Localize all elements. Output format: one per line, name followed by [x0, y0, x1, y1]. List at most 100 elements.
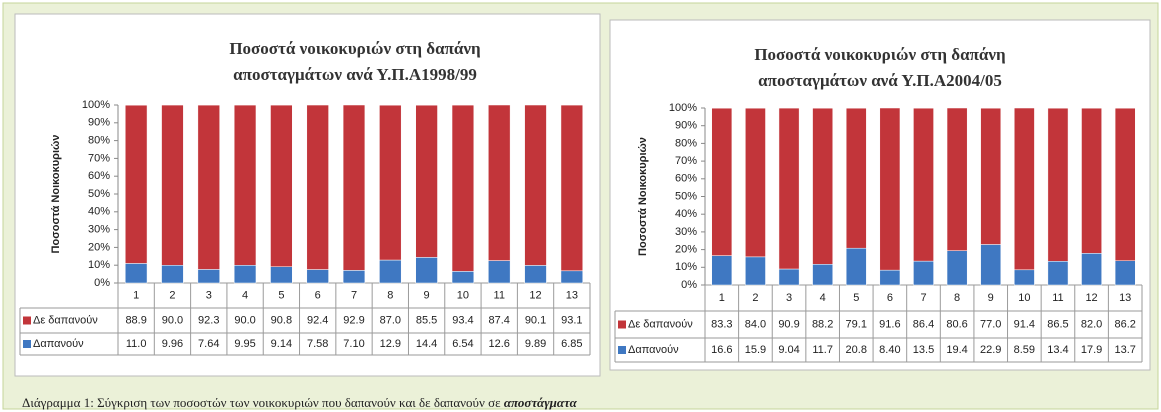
bar-segment — [379, 259, 402, 284]
x-tick-label: 6 — [887, 292, 893, 304]
data-label: 87.4 — [489, 314, 510, 326]
bar-segment — [879, 269, 901, 286]
data-label: 86.2 — [1114, 318, 1135, 330]
data-label: 13.7 — [1114, 344, 1135, 356]
x-tick-label: 3 — [786, 292, 792, 304]
bar-segment — [913, 107, 934, 262]
data-label: 90.0 — [234, 314, 255, 326]
y-tick-label: 60% — [88, 170, 110, 182]
y-tick-label: 60% — [675, 173, 697, 185]
bar-segment — [1047, 107, 1069, 262]
data-label: 12.6 — [489, 338, 510, 350]
y-tick-label: 90% — [675, 120, 697, 132]
data-label: 79.1 — [846, 318, 867, 330]
bar-segment — [125, 104, 148, 264]
bar-segment — [488, 104, 511, 261]
data-label: 88.2 — [812, 318, 833, 330]
data-label: 84.0 — [745, 318, 766, 330]
data-label: 7.10 — [343, 338, 364, 350]
chart-title: Ποσοστά νοικοκυριών στη δαπάνη — [754, 45, 1005, 64]
data-label: 16.6 — [711, 344, 732, 356]
data-label: 22.9 — [980, 344, 1001, 356]
y-tick-label: 20% — [88, 241, 110, 253]
x-tick-label: 11 — [1052, 292, 1063, 304]
data-label: 90.9 — [778, 318, 799, 330]
data-label: 11.7 — [812, 344, 833, 356]
legend-swatch — [618, 320, 626, 329]
x-tick-label: 6 — [315, 289, 321, 301]
data-label: 6.54 — [452, 338, 473, 350]
data-label: 83.3 — [711, 318, 732, 330]
legend-label: Δε δαπανούν — [628, 318, 693, 330]
bar-segment — [745, 107, 766, 258]
bar-segment — [233, 104, 257, 266]
bar-segment — [1014, 269, 1035, 286]
bar-segment — [451, 271, 475, 284]
data-label: 93.4 — [452, 314, 473, 326]
bar-segment — [560, 104, 583, 272]
y-tick-label: 10% — [88, 259, 110, 271]
bar-segment — [778, 268, 800, 286]
y-axis-label: Ποσοστά Νοικοκυριών — [637, 137, 649, 256]
chart-title: Ποσοστά νοικοκυριών στη δαπάνη — [229, 39, 480, 58]
x-tick-label: 10 — [1018, 292, 1030, 304]
y-tick-label: 50% — [88, 188, 110, 200]
bar-segment — [233, 265, 257, 284]
data-label: 86.4 — [913, 318, 934, 330]
bar-segment — [560, 270, 583, 284]
data-label: 90.0 — [162, 314, 183, 326]
bar-segment — [980, 244, 1002, 286]
data-label: 9.89 — [525, 338, 546, 350]
x-tick-label: 9 — [988, 292, 994, 304]
x-tick-label: 4 — [242, 289, 248, 301]
y-tick-label: 10% — [675, 261, 697, 273]
caption-bold: αποστάγματα — [504, 395, 578, 410]
x-tick-label: 5 — [853, 292, 859, 304]
bar-segment — [524, 104, 547, 266]
data-label: 82.0 — [1081, 318, 1102, 330]
legend-swatch — [23, 340, 31, 348]
data-label: 8.40 — [879, 344, 900, 356]
x-tick-label: 4 — [820, 292, 826, 304]
data-label: 11.0 — [126, 338, 147, 350]
bar-segment — [270, 266, 293, 284]
bar-segment — [980, 107, 1002, 245]
x-tick-label: 3 — [206, 289, 212, 301]
x-tick-label: 10 — [457, 289, 469, 301]
y-tick-label: 80% — [675, 137, 697, 149]
legend-label: Δαπανούν — [628, 344, 679, 356]
data-label: 6.85 — [561, 338, 582, 350]
x-tick-label: 9 — [424, 289, 430, 301]
y-tick-label: 0% — [681, 279, 697, 291]
bar-segment — [415, 104, 438, 258]
bar-segment — [415, 257, 438, 284]
legend-label: Δε δαπανούν — [33, 314, 98, 326]
data-label: 9.95 — [234, 338, 255, 350]
y-tick-label: 70% — [88, 152, 110, 164]
y-tick-label: 70% — [675, 155, 697, 167]
y-axis-label: Ποσοστά Νοικοκυριών — [50, 135, 62, 254]
data-label: 77.0 — [980, 318, 1001, 330]
data-label: 19.4 — [946, 344, 967, 356]
bar-segment — [946, 250, 968, 286]
chart-subtitle: αποσταγμάτων ανά Υ.Π.Α2004/05 — [758, 71, 1002, 90]
x-tick-label: 5 — [278, 289, 284, 301]
data-label: 9.14 — [271, 338, 292, 350]
legend-label: Δαπανούν — [33, 338, 84, 350]
x-tick-label: 11 — [494, 289, 505, 301]
data-label: 80.6 — [946, 318, 967, 330]
legend-swatch — [618, 346, 626, 354]
legend-swatch — [23, 316, 31, 325]
x-tick-label: 7 — [920, 292, 926, 304]
bar-segment — [125, 263, 148, 284]
y-tick-label: 20% — [675, 244, 697, 256]
bar-segment — [1047, 261, 1069, 286]
data-label: 90.1 — [525, 314, 546, 326]
data-label: 14.4 — [416, 338, 437, 350]
x-tick-label: 13 — [1119, 292, 1131, 304]
bar-segment — [161, 104, 184, 266]
data-label: 86.5 — [1047, 318, 1068, 330]
bar-segment — [488, 260, 511, 284]
data-label: 92.3 — [198, 314, 219, 326]
data-label: 91.4 — [1014, 318, 1035, 330]
